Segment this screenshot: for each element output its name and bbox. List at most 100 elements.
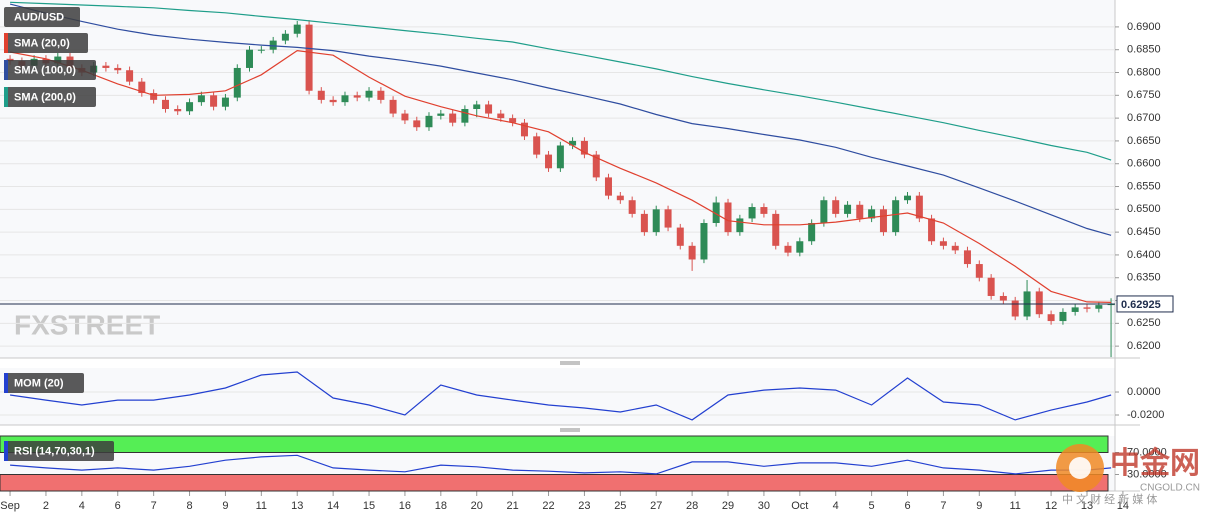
plot: 0.62000.62500.63000.63500.64000.64500.65… <box>0 1 1174 512</box>
x-tick-label: 11 <box>256 500 267 512</box>
y-tick-label: 30.0000 <box>1127 468 1167 480</box>
candle-body <box>592 154 600 178</box>
candle-body <box>401 113 409 121</box>
candle-body <box>126 70 134 82</box>
candle-body <box>928 218 936 242</box>
x-tick-label: 5 <box>869 500 875 512</box>
candle-body <box>1095 305 1103 309</box>
x-tick-label: 18 <box>435 500 447 512</box>
candle-body <box>796 241 804 253</box>
y-tick-label: 0.6400 <box>1127 249 1161 261</box>
indicator-line <box>10 454 1112 475</box>
candle-body <box>509 118 517 123</box>
y-tick-label: 70.0000 <box>1127 446 1167 458</box>
x-tick-label: 25 <box>614 500 626 512</box>
candle-body <box>413 120 421 128</box>
legend-entry: SMA (100,0) <box>14 64 76 76</box>
candle-body <box>485 104 493 114</box>
x-tick-label: 28 <box>686 500 698 512</box>
x-tick-label: 12 <box>1045 500 1057 512</box>
candle-body <box>580 140 588 155</box>
candle-body <box>341 95 349 103</box>
candle-body <box>174 108 182 112</box>
y-tick-label: 0.6900 <box>1127 21 1161 33</box>
candle-body <box>832 200 840 214</box>
x-tick-label: 4 <box>79 500 85 512</box>
candle-body <box>1059 311 1067 322</box>
x-tick-label: 9 <box>976 500 982 512</box>
candle-body <box>161 99 169 109</box>
candle-body <box>365 90 373 98</box>
candle-body <box>1047 314 1055 322</box>
candle-body <box>305 24 313 91</box>
candle-body <box>437 113 445 116</box>
legend-entry-box <box>4 87 96 107</box>
candle-body <box>281 33 289 41</box>
candle-body <box>520 122 528 137</box>
candle-body <box>939 241 947 246</box>
watermark-brand: FXSTREET <box>14 309 160 340</box>
candle-body <box>700 223 708 260</box>
indicator-title-swatch <box>4 373 8 393</box>
candle-body <box>820 200 828 224</box>
legend-entry-swatch <box>4 60 8 80</box>
last-price-label: 0.62925 <box>1121 299 1161 311</box>
y-tick-label: 0.6450 <box>1127 226 1161 238</box>
legend-entry-box <box>4 60 96 80</box>
logo-url: CNGOLD.CN <box>1140 483 1200 494</box>
y-tick-label: 0.6850 <box>1127 44 1161 56</box>
candle-body <box>221 97 229 107</box>
x-tick-label: 8 <box>186 500 192 512</box>
candle-body <box>1035 291 1043 315</box>
y-tick-label: 0.6500 <box>1127 203 1161 215</box>
candle-body <box>377 90 385 100</box>
resize-handle[interactable] <box>560 361 580 432</box>
x-tick-label: 4 <box>833 500 839 512</box>
chart-title-box <box>4 7 80 27</box>
y-tick-label: 0.6750 <box>1127 89 1161 101</box>
legend-entry-box <box>4 33 88 53</box>
x-tick-label: 27 <box>650 500 662 512</box>
x-tick-label: 23 <box>578 500 590 512</box>
logo-icon <box>1069 457 1091 479</box>
candle-body <box>329 99 337 103</box>
x-tick-label: 9 <box>222 500 228 512</box>
logo-text: 中金网 <box>1110 446 1200 480</box>
indicator-title-box <box>4 441 114 461</box>
y-tick-label: 0.6700 <box>1127 112 1161 124</box>
x-tick-label: 30 <box>758 500 770 512</box>
legend-entry-swatch <box>4 33 8 53</box>
overbought-band <box>0 435 1109 453</box>
candle-body <box>1011 300 1019 317</box>
mom-panel <box>0 368 1115 425</box>
candle-body <box>353 95 361 98</box>
candle-body <box>628 200 636 214</box>
candle-body <box>533 136 541 155</box>
oversold-band <box>0 474 1109 492</box>
candle-body <box>640 213 648 233</box>
candle-body <box>245 49 253 68</box>
x-tick-label: 2 <box>43 500 49 512</box>
candle-body <box>102 65 110 68</box>
candle-body <box>293 24 301 34</box>
x-tick-label: Oct <box>791 500 808 512</box>
x-tick-label: 6 <box>115 500 121 512</box>
candle-body <box>569 140 577 146</box>
candle-body <box>652 209 660 233</box>
candle-body <box>233 67 241 98</box>
candle-body <box>1071 307 1079 312</box>
candle-body <box>425 115 433 128</box>
candle-body <box>616 195 624 201</box>
x-tick-label: 20 <box>471 500 483 512</box>
x-tick-label: 7 <box>151 500 157 512</box>
x-tick-label: 13 <box>291 500 303 512</box>
x-tick-label: 15 <box>363 500 375 512</box>
candle-body <box>999 295 1007 301</box>
candle-body <box>210 95 218 107</box>
y-tick-label: -0.0200 <box>1127 409 1164 421</box>
candle-body <box>951 245 959 251</box>
x-tick-label: 7 <box>940 500 946 512</box>
candle-body <box>461 108 469 123</box>
candle-body <box>6 58 14 62</box>
sma-line <box>9 49 1112 303</box>
